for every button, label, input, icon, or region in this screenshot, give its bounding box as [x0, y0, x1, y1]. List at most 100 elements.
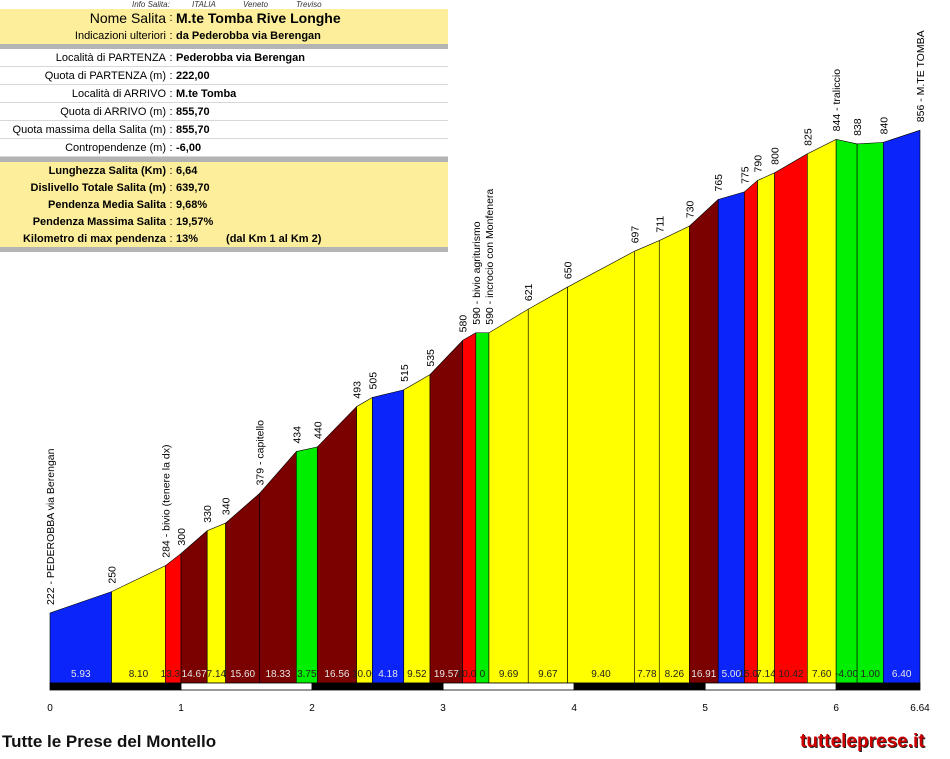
profile-segment — [689, 198, 719, 684]
segment-slope-label: 7.14 — [756, 669, 776, 680]
altitude-label: 284 - bivio (tenere la dx) — [160, 445, 172, 558]
info-row: Indicazioni ulteriori: da Pederobba via B… — [0, 27, 448, 44]
segment-slope-label: 15.00 — [738, 669, 763, 680]
info-row-label: Lunghezza Salita (Km) — [48, 164, 166, 177]
info-row: Quota massima della Salita (m):855,70 — [0, 121, 448, 139]
x-tick-label: 0 — [47, 703, 53, 714]
info-row-colon: : — [169, 181, 173, 194]
segment-slope-label: 10.00 — [457, 669, 482, 680]
info-row-colon: : — [169, 12, 173, 24]
info-row-colon: : — [169, 123, 173, 136]
info-row-colon: : — [169, 69, 173, 82]
info-row-value: M.te Tomba — [176, 87, 237, 100]
profile-segment — [856, 142, 884, 684]
profile-segment — [372, 389, 405, 684]
info-row-label: Kilometro di max pendenza — [22, 232, 166, 245]
profile-segment — [634, 240, 660, 684]
info-top-item: Veneto — [243, 0, 269, 9]
info-row-value: da Pederobba via Berengan — [176, 29, 321, 42]
segment-slope-label: 1.00 — [860, 669, 880, 680]
profile-segment — [744, 179, 758, 684]
altitude-label: 825 — [802, 128, 814, 146]
altitude-label: 621 — [523, 283, 535, 301]
km-scale-block — [49, 682, 182, 691]
x-tick-label: 2 — [309, 703, 315, 714]
x-tick-label: 1 — [178, 703, 184, 714]
x-tick-label: 6 — [833, 703, 839, 714]
segment-slope-label: 14.67 — [182, 669, 207, 680]
segment-slope-label: 4.18 — [378, 669, 398, 680]
segment-slope-label: 9.40 — [591, 669, 611, 680]
info-top-item: ITALIA — [192, 0, 216, 9]
info-row: Lunghezza Salita (Km):6,64 — [0, 162, 448, 179]
x-tick-label: 6.64 — [910, 703, 930, 714]
info-row-colon: : — [169, 164, 173, 177]
segment-slope-label: 6.40 — [892, 669, 912, 680]
segment-slope-label: 16.91 — [691, 669, 716, 680]
altitude-label: 250 — [107, 566, 119, 584]
info-row-colon: : — [169, 141, 173, 154]
profile-segment — [774, 153, 808, 684]
info-row-colon: : — [169, 215, 173, 228]
info-row-value: Pederobba via Berengan — [176, 51, 305, 64]
info-row-value: 9,68% — [176, 198, 208, 211]
profile-segment — [225, 492, 260, 684]
km-scale-block — [704, 682, 837, 691]
info-row-value: 13% (dal Km 1 al Km 2) — [176, 232, 322, 245]
segment-slope-label: 10.42 — [778, 669, 803, 680]
info-row-label: Contropendenze (m) — [65, 141, 166, 154]
altitude-label: 515 — [399, 364, 411, 382]
profile-segment — [180, 530, 208, 684]
info-row: Dislivello Totale Salita (m):639,70 — [0, 179, 448, 196]
info-row-label: Nome Salita — [89, 10, 166, 26]
altitude-label: 330 — [202, 505, 214, 523]
info-row-colon: : — [169, 51, 173, 64]
altitude-label: 765 — [713, 174, 725, 192]
logo-right: tutteleprese.it — [800, 731, 925, 752]
segment-slope-label: 3.75 — [297, 669, 317, 680]
x-tick-label: 5 — [702, 703, 708, 714]
info-separator — [0, 157, 448, 162]
altitude-label: 590 - bivio agriturismo — [471, 221, 483, 324]
altitude-label: 505 — [367, 372, 379, 390]
profile-segment — [717, 191, 745, 684]
info-row-label: Località di PARTENZA — [55, 51, 166, 64]
profile-segment — [206, 522, 226, 684]
altitude-label: 800 — [770, 147, 782, 165]
segment-slope-label: 8.10 — [129, 669, 149, 680]
info-row-colon: : — [169, 105, 173, 118]
km-scale-block — [835, 682, 921, 691]
profile-segment — [567, 250, 635, 684]
segment-slope-label: 13.33 — [161, 669, 186, 680]
altitude-label: 730 — [684, 200, 696, 218]
km-scale-block — [442, 682, 575, 691]
segment-slope-label: 0 — [480, 669, 486, 680]
km-scale-block — [180, 682, 313, 691]
info-row-value: 639,70 — [176, 181, 210, 194]
profile-segment — [316, 405, 357, 684]
altitude-label: 790 — [753, 155, 765, 173]
profile-segment — [835, 138, 858, 684]
profile-segment — [403, 374, 431, 684]
altitude-label: 840 — [878, 117, 890, 135]
info-row: Nome Salita: M.te Tomba Rive Longhe — [0, 9, 448, 27]
info-row: Contropendenze (m): -6,00 — [0, 139, 448, 157]
info-row-value: M.te Tomba Rive Longhe — [176, 10, 341, 26]
info-row-value: 6,64 — [176, 164, 198, 177]
info-row-label: Quota di PARTENZA (m) — [44, 69, 166, 82]
segment-slope-label: 15.60 — [230, 669, 255, 680]
profile-segment — [462, 332, 477, 684]
km-scale-block — [573, 682, 706, 691]
info-row-label: Pendenza Media Salita — [48, 198, 166, 211]
profile-segment — [527, 286, 568, 684]
info-row: Kilometro di max pendenza:13% (dal Km 1 a… — [0, 230, 448, 247]
altitude-label: 844 - traliccio — [831, 69, 843, 132]
info-row-label: Quota di ARRIVO (m) — [60, 105, 166, 118]
info-row: Pendenza Massima Salita:19,57% — [0, 213, 448, 230]
altitude-label: 379 - capitello — [255, 420, 267, 486]
profile-segment — [807, 138, 837, 684]
altitude-label: 580 — [458, 315, 470, 333]
climb-info-table: Info Salita: ITALIA Veneto Treviso Nome Sali… — [0, 0, 448, 252]
segment-slope-label: 5.00 — [722, 669, 742, 680]
altitude-label: 493 — [352, 381, 364, 399]
